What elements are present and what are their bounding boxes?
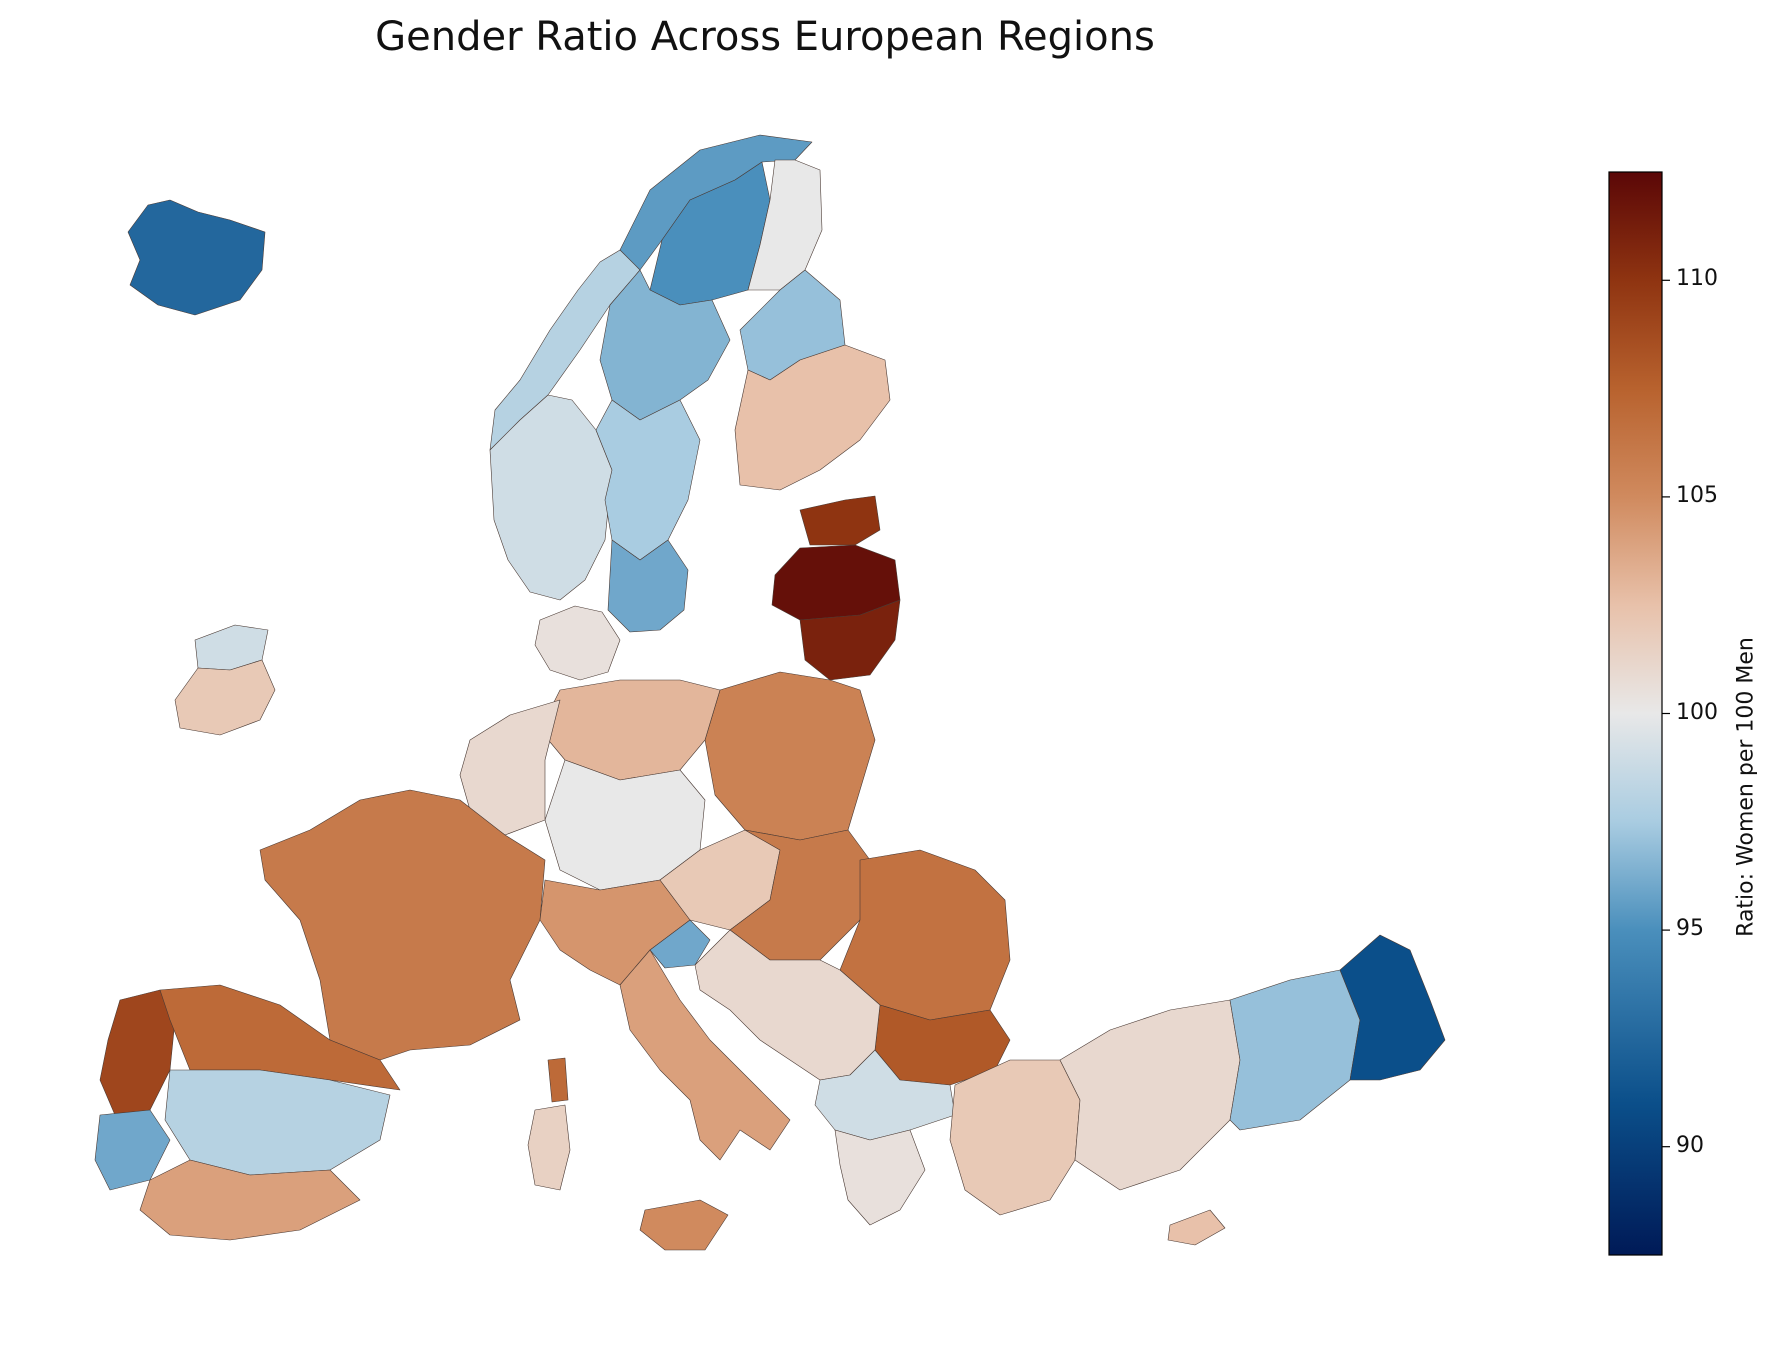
region-germany-north	[539, 679, 721, 781]
colorbar-tick-label: 105	[1676, 482, 1718, 508]
region-poland	[704, 671, 876, 841]
colorbar-tick-label: 95	[1676, 916, 1704, 942]
colorbar-label: Ratio: Women per 100 Men	[1733, 637, 1759, 937]
colorbar-ticks	[1662, 279, 1670, 1148]
region-turkey-central	[1059, 999, 1241, 1191]
region-corsica	[547, 1057, 569, 1103]
region-spain-south	[139, 1159, 361, 1241]
region-norway-south	[489, 394, 613, 601]
map-regions	[94, 134, 1446, 1251]
colorbar-tick-label: 90	[1676, 1132, 1704, 1158]
region-lithuania	[799, 599, 901, 681]
region-cyprus	[1167, 1209, 1226, 1246]
region-italy-south	[619, 949, 791, 1161]
region-sweden-central	[595, 399, 701, 561]
region-spain-north	[159, 984, 401, 1091]
region-turkey-far-east	[1339, 934, 1446, 1081]
region-portugal-north	[99, 989, 176, 1116]
region-greece-south	[834, 1129, 926, 1226]
region-slovenia	[649, 919, 711, 969]
region-italy-north	[539, 879, 691, 986]
colorbar-tick-label: 110	[1676, 266, 1718, 292]
region-france	[259, 789, 546, 1061]
region-sweden-south	[607, 539, 689, 633]
region-sardinia	[527, 1104, 571, 1191]
region-finland-south	[734, 344, 891, 491]
region-denmark	[534, 605, 621, 681]
chart-title: Gender Ratio Across European Regions	[375, 14, 1155, 60]
region-ireland-south	[174, 659, 276, 736]
region-iceland	[127, 199, 266, 316]
colorbar-tick-label: 100	[1676, 699, 1718, 725]
region-spain-central	[164, 1069, 391, 1176]
region-sweden-north-central	[599, 269, 731, 421]
region-sicily	[639, 1199, 729, 1251]
region-netherlands-belgium	[459, 699, 561, 836]
colorbar	[1608, 171, 1670, 1256]
region-estonia	[799, 495, 881, 546]
colorbar-gradient	[1608, 171, 1663, 1256]
region-turkey-west	[949, 1059, 1081, 1216]
region-turkey-east	[1229, 969, 1361, 1131]
